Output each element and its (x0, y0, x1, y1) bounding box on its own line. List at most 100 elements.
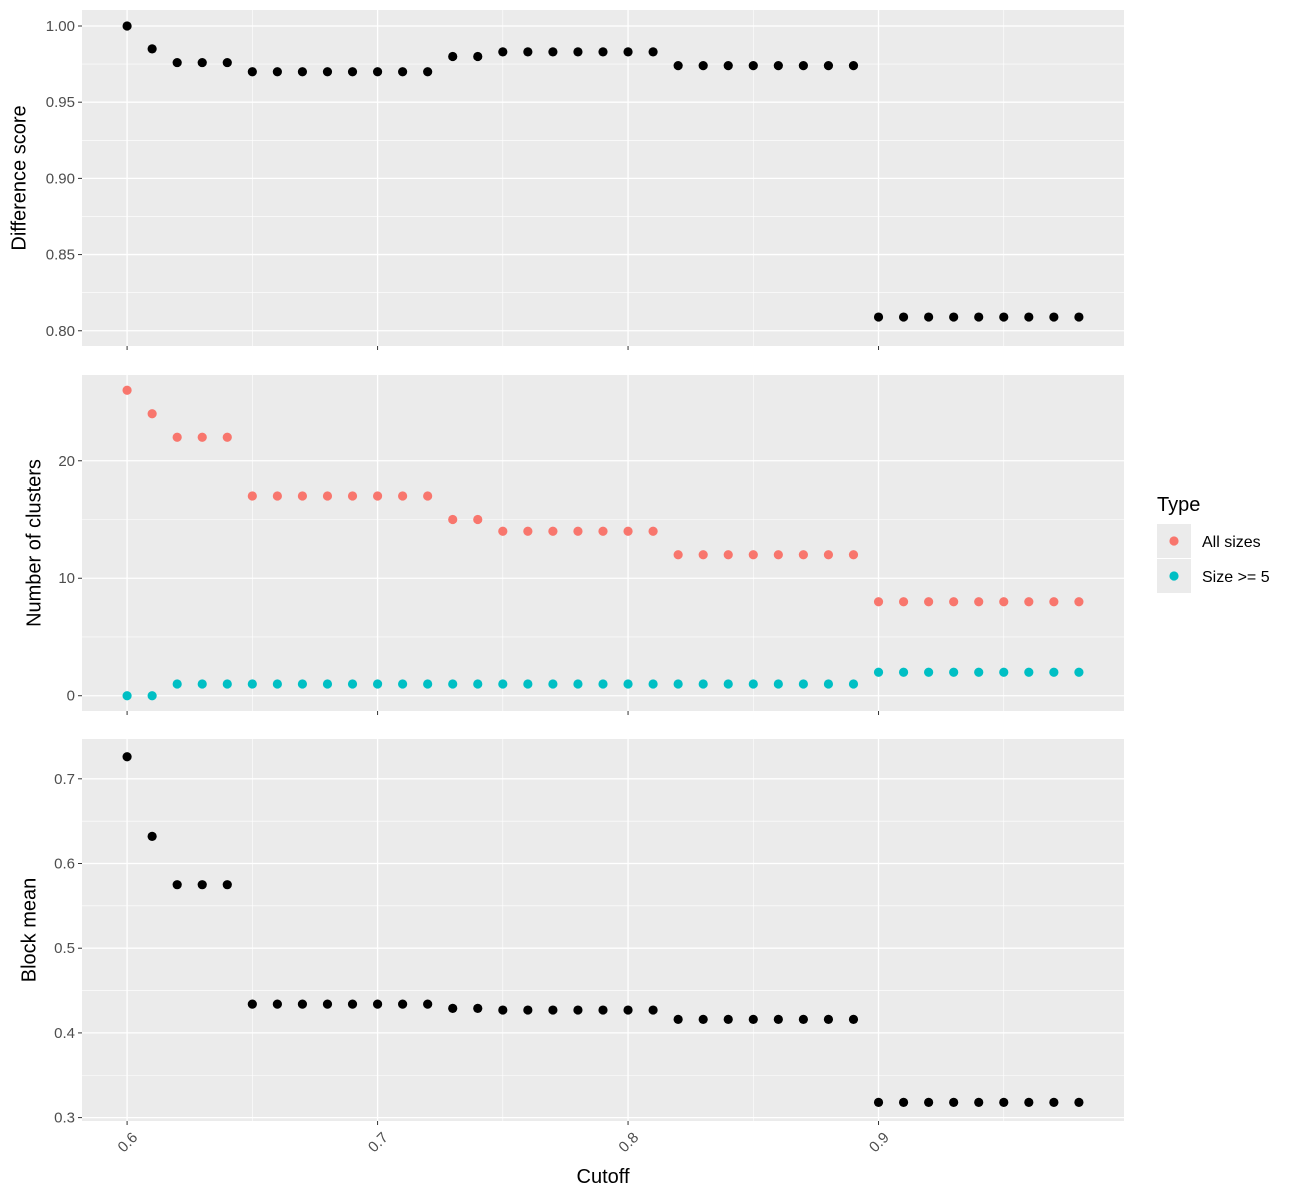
data-point (623, 47, 633, 57)
data-point (297, 999, 308, 1009)
data-point (423, 999, 433, 1009)
data-point (848, 1014, 859, 1024)
data-point (247, 999, 257, 1009)
data-point (648, 1005, 658, 1015)
data-point (573, 679, 583, 689)
data-point (949, 312, 959, 322)
data-point (773, 61, 783, 71)
data-point (548, 679, 558, 689)
data-point (999, 667, 1009, 677)
data-point (773, 550, 783, 560)
y-tick-label: 0.6 (54, 856, 75, 873)
data-point (473, 679, 483, 689)
x-tick-label: 0.9 (866, 1129, 893, 1156)
data-point (322, 67, 333, 77)
y-tick-label: 0.7 (54, 771, 75, 788)
data-point (548, 1005, 558, 1015)
data-point (398, 491, 408, 501)
data-point (698, 550, 708, 560)
data-point (473, 51, 483, 62)
data-point (1049, 667, 1059, 677)
panel-2: 0.3 0.4 0.5 0.6 0.7 0.6 0.7 0.8 0.9 Block mean (18, 739, 1124, 1156)
data-point (873, 1097, 884, 1107)
data-point (798, 679, 808, 689)
panel-background (82, 739, 1124, 1121)
series-0 (122, 21, 1084, 322)
data-point (723, 679, 733, 689)
data-point (1074, 597, 1084, 607)
data-point (347, 999, 358, 1009)
data-point (122, 691, 132, 701)
data-point (673, 61, 683, 71)
data-point (999, 1097, 1009, 1107)
data-point (723, 1014, 733, 1024)
y-tick-label: 0.3 (54, 1110, 75, 1127)
panel-1: 0 10 20 Number of clusters (23, 375, 1124, 715)
data-point (222, 57, 232, 68)
data-point (498, 679, 508, 689)
data-point (1074, 667, 1084, 677)
data-point (873, 667, 884, 677)
data-point (898, 667, 909, 677)
data-point (1024, 312, 1034, 322)
data-point (272, 491, 282, 501)
y-tick-label: 1.00 (46, 18, 75, 35)
data-point (322, 999, 333, 1009)
data-point (873, 597, 884, 607)
data-point (372, 679, 383, 689)
data-point (423, 679, 433, 689)
data-point (598, 1005, 608, 1015)
data-point (247, 679, 257, 689)
legend: Type All sizes Size >= 5 (1157, 494, 1270, 593)
y-tick-label: 0.5 (54, 940, 75, 957)
data-point (898, 1097, 909, 1107)
data-point (222, 432, 232, 442)
data-point (623, 679, 633, 689)
data-point (347, 67, 358, 77)
x-axis-title: Cutoff (577, 1166, 630, 1188)
data-point (347, 491, 358, 501)
data-point (523, 47, 533, 57)
data-point (1074, 1097, 1084, 1107)
data-point (949, 597, 959, 607)
data-point (347, 679, 358, 689)
data-point (398, 679, 408, 689)
data-point (172, 57, 182, 68)
data-point (423, 491, 433, 501)
data-point (648, 679, 658, 689)
series-0 (122, 752, 1084, 1107)
data-point (322, 679, 333, 689)
series-0 (122, 385, 1084, 607)
data-point (172, 432, 182, 442)
data-point (748, 550, 758, 560)
data-point (773, 1014, 783, 1024)
data-point (598, 47, 608, 57)
data-point (1074, 312, 1084, 322)
data-point (573, 526, 583, 536)
data-point (1024, 1097, 1034, 1107)
data-point (974, 1097, 984, 1107)
data-point (924, 667, 934, 677)
data-point (723, 61, 733, 71)
data-point (798, 550, 808, 560)
y-tick-label: 0 (67, 688, 75, 705)
data-point (748, 1014, 758, 1024)
y-axis-title: Number of clusters (23, 459, 45, 627)
data-point (147, 409, 157, 419)
y-tick-label: 0.4 (54, 1025, 75, 1042)
legend-label-all-sizes: All sizes (1202, 534, 1261, 551)
data-point (473, 514, 483, 525)
data-point (623, 1005, 633, 1015)
data-point (548, 526, 558, 536)
data-point (372, 491, 383, 501)
data-point (197, 57, 207, 68)
data-point (848, 679, 859, 689)
data-point (1049, 597, 1059, 607)
y-tick-label: 0.95 (46, 94, 75, 111)
data-point (122, 752, 132, 762)
data-point (898, 597, 909, 607)
data-point (172, 880, 182, 890)
data-point (448, 1003, 458, 1013)
data-point (648, 47, 658, 57)
